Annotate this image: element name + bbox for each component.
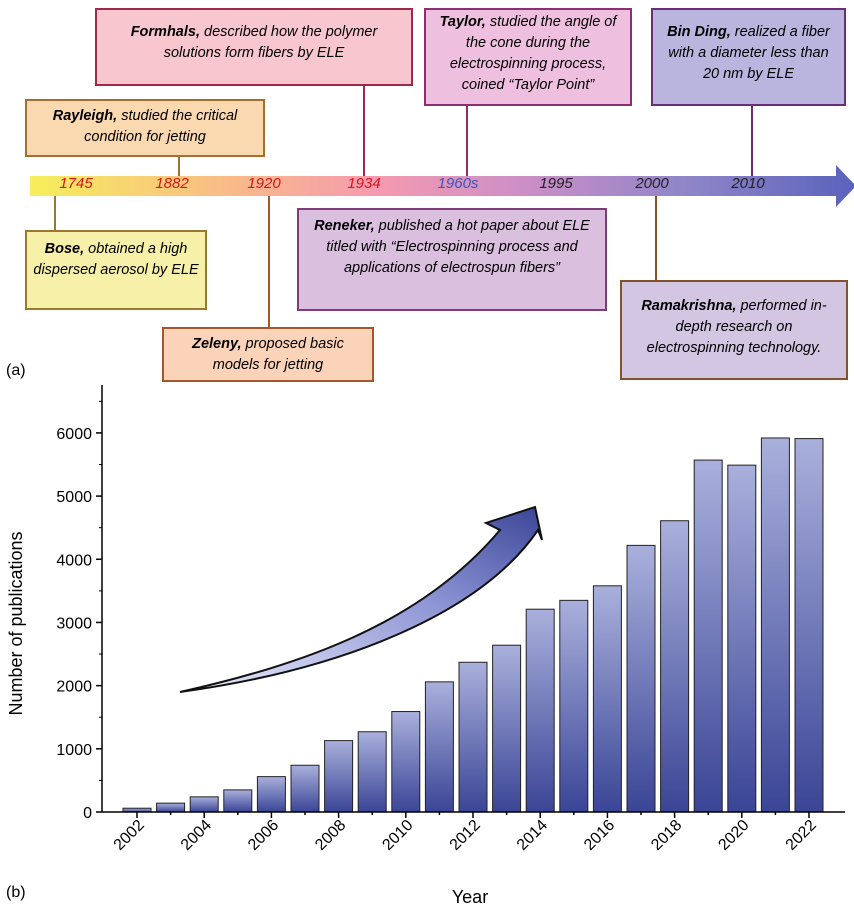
bar-2007 bbox=[290, 764, 320, 813]
publications-bar-chart: 0 1000 2000 3000 4000 5000 6000 2002 2004 2006 200… bbox=[6, 385, 845, 907]
bar-2003 bbox=[156, 802, 186, 813]
stem-ramakrishna bbox=[655, 196, 657, 282]
event-box-bose: Bose, obtained a high dispersed aerosol … bbox=[25, 230, 207, 310]
event-name: Bin Ding, bbox=[667, 24, 731, 40]
bar-2004 bbox=[189, 796, 219, 813]
x-tick-label: 2010 bbox=[379, 817, 416, 854]
x-tick-label: 2006 bbox=[245, 817, 282, 854]
timeline-arrow bbox=[30, 165, 854, 207]
y-tick-label: 5000 bbox=[56, 489, 92, 506]
stem-formhals bbox=[363, 84, 365, 176]
year-label: 2000 bbox=[635, 175, 669, 192]
event-box-bin-ding: Bin Ding, realized a fiber with a diamet… bbox=[651, 8, 846, 106]
panel-label-b: (b) bbox=[6, 884, 26, 901]
bar-2014 bbox=[525, 608, 555, 813]
bar-2019 bbox=[693, 459, 723, 813]
bar-2010 bbox=[391, 711, 421, 813]
stem-bose bbox=[54, 196, 56, 232]
event-box-ramakrishna: Ramakrishna, performed in-depth research… bbox=[620, 280, 848, 380]
stem-taylor bbox=[466, 104, 468, 176]
y-tick-label: 4000 bbox=[56, 552, 92, 569]
y-tick-label: 0 bbox=[83, 805, 92, 822]
event-text: studied the angle of the cone during the… bbox=[449, 14, 617, 93]
x-tick-label: 2008 bbox=[312, 817, 349, 854]
event-text: proposed basic models for jetting bbox=[212, 336, 344, 373]
x-axis-title: Year bbox=[452, 887, 488, 907]
event-text: performed in-depth research on electrosp… bbox=[646, 298, 827, 356]
event-box-taylor: Taylor, studied the angle of the cone du… bbox=[424, 8, 632, 106]
x-tick-label: 2018 bbox=[648, 817, 685, 854]
y-tick-label: 3000 bbox=[56, 615, 92, 632]
event-name: Formhals, bbox=[130, 24, 200, 40]
event-box-formhals: Formhals, described how the polymer solu… bbox=[95, 8, 413, 86]
event-text: studied the critical condition for jetti… bbox=[84, 108, 238, 145]
y-tick-label: 6000 bbox=[56, 426, 92, 443]
event-box-reneker: Reneker, published a hot paper about ELE… bbox=[297, 208, 607, 311]
stem-zeleny bbox=[268, 196, 270, 329]
bar-2008 bbox=[324, 740, 354, 813]
x-tick-label: 2020 bbox=[715, 817, 752, 854]
event-box-zeleny: Zeleny, proposed basic models for jettin… bbox=[162, 327, 374, 382]
year-label: 2010 bbox=[731, 175, 765, 192]
x-tick-label: 2016 bbox=[581, 817, 618, 854]
x-tick-label: 2022 bbox=[783, 817, 820, 854]
stem-bindin bbox=[751, 104, 753, 176]
bar-2016 bbox=[592, 585, 622, 813]
x-tick-label: 2014 bbox=[514, 817, 551, 854]
event-text: obtained a high dispersed aerosol by ELE bbox=[33, 241, 199, 278]
event-name: Zeleny, bbox=[192, 336, 242, 352]
event-text: described how the polymer solutions form… bbox=[163, 24, 378, 61]
y-axis-title: Number of publications bbox=[6, 531, 26, 715]
bar-2011 bbox=[424, 681, 454, 813]
bar-2020 bbox=[727, 464, 757, 813]
year-label: 1882 bbox=[155, 175, 189, 192]
bar-2012 bbox=[458, 661, 488, 813]
x-tick-label: 2004 bbox=[178, 817, 215, 854]
bar-2018 bbox=[660, 520, 690, 813]
event-box-rayleigh: Rayleigh, studied the critical condition… bbox=[25, 99, 265, 157]
event-name: Taylor, bbox=[439, 14, 486, 30]
event-text: published a hot paper about ELE titled w… bbox=[326, 218, 590, 276]
y-tick-label: 1000 bbox=[56, 742, 92, 759]
event-name: Reneker, bbox=[314, 218, 375, 234]
event-text: realized a fiber with a diameter less th… bbox=[668, 24, 830, 82]
year-label: 1745 bbox=[59, 175, 93, 192]
x-tick-label: 2002 bbox=[111, 817, 148, 854]
event-name: Ramakrishna, bbox=[641, 298, 737, 314]
bar-2013 bbox=[492, 644, 522, 813]
bar-2017 bbox=[626, 544, 656, 813]
year-label: 1934 bbox=[347, 175, 381, 192]
event-name: Rayleigh, bbox=[52, 108, 118, 124]
bar-2006 bbox=[256, 776, 286, 813]
year-label: 1960s bbox=[437, 175, 479, 192]
bar-2009 bbox=[357, 731, 387, 813]
bar-2005 bbox=[223, 789, 253, 813]
event-name: Bose, bbox=[44, 241, 85, 257]
bar-2021 bbox=[760, 437, 790, 813]
year-label: 1920 bbox=[247, 175, 281, 192]
bar-2015 bbox=[559, 599, 589, 813]
year-label: 1995 bbox=[539, 175, 573, 192]
stem-rayleigh bbox=[178, 157, 180, 176]
trend-arrow bbox=[179, 505, 543, 693]
panel-label-a: (a) bbox=[6, 362, 26, 379]
x-tick-label: 2012 bbox=[447, 817, 484, 854]
bar-2022 bbox=[794, 438, 824, 813]
y-tick-label: 2000 bbox=[56, 679, 92, 696]
